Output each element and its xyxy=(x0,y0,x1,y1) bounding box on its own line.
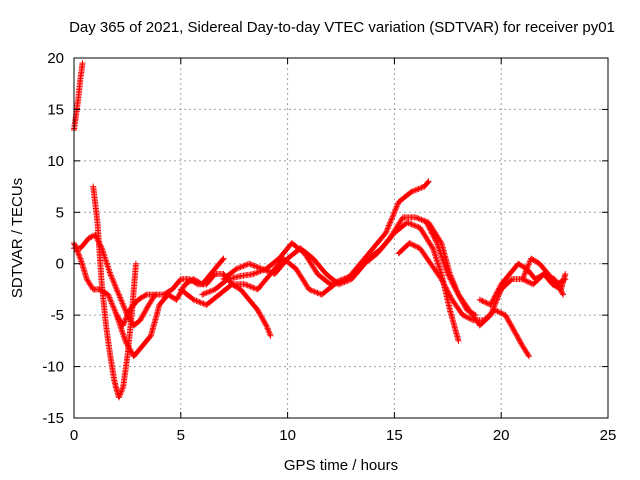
series-arc-a xyxy=(71,60,86,133)
y-tick-label: 0 xyxy=(56,256,64,273)
series-arc-g xyxy=(199,219,462,344)
series-arc-k xyxy=(476,260,569,308)
series-markers xyxy=(519,255,569,288)
series-arc-e xyxy=(113,271,274,339)
series-markers xyxy=(476,260,569,308)
series-markers xyxy=(199,219,462,344)
y-tick-label: -15 xyxy=(42,410,64,427)
x-axis-label: GPS time / hours xyxy=(284,457,398,474)
y-tick-label: 20 xyxy=(47,50,64,67)
y-tick-label: 5 xyxy=(56,204,64,221)
series-arc-d xyxy=(90,183,139,401)
plot-border xyxy=(73,57,609,419)
x-tick-label: 10 xyxy=(279,427,296,444)
y-tick-label: -5 xyxy=(51,307,64,324)
series-markers xyxy=(71,240,227,360)
series-arc-b xyxy=(71,240,227,360)
axis-ticks: 0 5 10 15 20 25 -15 -10 -5 0 5 10 15 20 xyxy=(42,50,616,444)
x-tick-label: 25 xyxy=(600,427,617,444)
series-arc-l xyxy=(519,255,569,288)
series-markers xyxy=(113,271,274,339)
x-tick-label: 20 xyxy=(493,427,510,444)
x-tick-label: 15 xyxy=(386,427,403,444)
data-points xyxy=(71,60,569,401)
series-markers xyxy=(90,183,139,401)
series-markers xyxy=(71,60,86,133)
y-axis-label: SDTVAR / TECUs xyxy=(9,178,26,298)
x-tick-label: 5 xyxy=(177,427,185,444)
x-tick-label: 0 xyxy=(70,427,78,444)
y-tick-label: 10 xyxy=(47,153,64,170)
y-tick-label: -10 xyxy=(42,359,64,376)
grid xyxy=(74,58,608,418)
chart-title: Day 365 of 2021, Sidereal Day-to-day VTE… xyxy=(69,19,615,36)
y-tick-label: 15 xyxy=(47,101,64,118)
